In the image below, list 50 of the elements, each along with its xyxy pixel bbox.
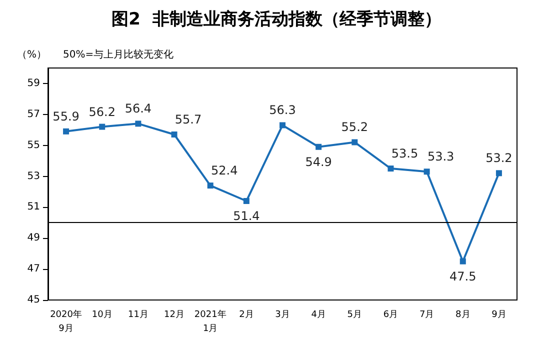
data-label: 56.4 (124, 102, 152, 116)
x-tick-label: 8月 (456, 310, 470, 320)
y-axis-title: （%） (17, 50, 47, 60)
point (243, 198, 250, 204)
x-tick-label: 2021年 1月 (194, 309, 226, 334)
y-tick-label: 49 (27, 232, 40, 244)
x-tick-label: 2月 (239, 310, 254, 320)
data-label: 53.3 (427, 150, 454, 164)
data-label: 54.9 (305, 154, 332, 169)
data-label: 55.9 (52, 109, 80, 124)
data-label: 55.2 (341, 120, 368, 134)
data-label: 53.2 (486, 151, 512, 166)
chart-title: 图2 非制造业商务活动指数（经季节调整） (112, 10, 442, 30)
point (352, 139, 358, 146)
x-tick-label: 4月 (311, 310, 326, 320)
y-tick-label: 55 (27, 140, 40, 151)
point (171, 132, 178, 138)
data-label: 56.2 (88, 104, 116, 119)
x-tick-label: 7月 (419, 310, 434, 320)
data-label: 56.3 (269, 103, 296, 118)
x-tick-label: 12月 (164, 310, 184, 320)
point (316, 144, 322, 150)
point (135, 120, 142, 127)
point (388, 166, 394, 172)
data-label: 52.4 (210, 164, 238, 178)
y-tick-label: 59 (27, 78, 40, 89)
x-tick-label: 3月 (275, 310, 290, 320)
x-tick-label: 10月 (92, 310, 112, 320)
point (99, 124, 106, 130)
x-tick-label: 2020年 9月 (50, 309, 82, 334)
y-tick-label: 51 (27, 202, 40, 213)
data-label: 55.7 (174, 112, 202, 127)
data-label: 47.5 (450, 269, 476, 284)
y-tick-label: 57 (27, 108, 40, 120)
point (280, 122, 286, 128)
y-tick-label: 47 (27, 264, 40, 275)
data-label: 51.4 (233, 209, 260, 224)
point (63, 128, 70, 134)
text: 50%=与上月比较无变化 (63, 48, 174, 60)
x-tick-label: 5月 (347, 310, 362, 320)
y-tick-label: 45 (27, 294, 40, 306)
point (460, 258, 466, 264)
point (424, 168, 430, 175)
x-tick-label: 6月 (383, 310, 398, 320)
point (496, 170, 502, 176)
x-tick-label: 11月 (128, 310, 148, 320)
y-tick-label: 53 (27, 170, 40, 182)
data-label: 53.5 (391, 146, 418, 161)
point (207, 182, 214, 189)
x-tick-label: 9月 (492, 310, 506, 320)
